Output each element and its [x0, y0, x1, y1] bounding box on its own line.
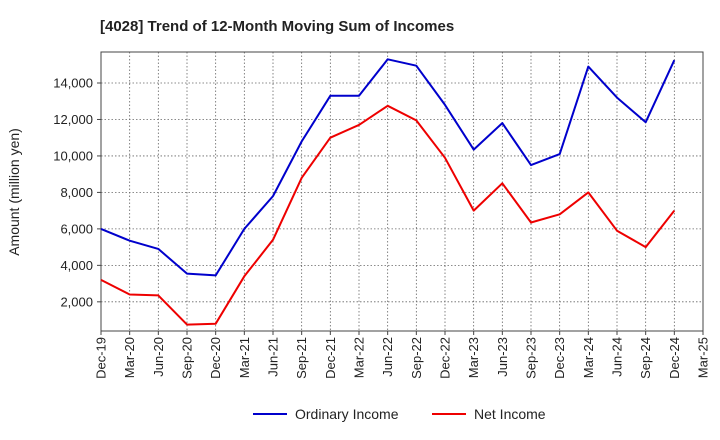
x-tick-label: Sep-20 [180, 337, 195, 379]
series-line-ordinary-income [100, 58, 676, 277]
x-tick-label: Mar-23 [466, 337, 481, 378]
x-tick-label: Sep-24 [638, 337, 653, 379]
x-tick-label: Mar-22 [352, 337, 367, 378]
x-tick-label: Jun-21 [266, 337, 281, 377]
y-tick-label: 14,000 [53, 76, 93, 91]
chart-title: [4028] Trend of 12-Month Moving Sum of I… [100, 18, 454, 35]
plot-frame [100, 51, 704, 332]
x-tick-label: Sep-22 [409, 337, 424, 379]
x-tick-label: Jun-20 [151, 337, 166, 377]
y-tick-labels: 2,000 4,000 6,000 8,000 10,000 12,000 14,000 [53, 76, 101, 309]
x-tick-label: Dec-22 [438, 337, 453, 379]
x-tick-labels: Dec-19 Mar-20 Jun-20 Sep-20 Dec-20 Mar-21 Jun-… [94, 331, 711, 379]
y-tick-label: 2,000 [60, 294, 93, 309]
x-tick-label: Mar-24 [581, 337, 596, 378]
legend: Ordinary Income Net Income [253, 406, 546, 422]
series-line-net-income [100, 104, 676, 326]
series [100, 58, 676, 326]
x-tick-label: Jun-24 [610, 337, 625, 377]
x-tick-label: Dec-21 [323, 337, 338, 379]
y-axis-label: Amount (million yen) [6, 128, 22, 256]
y-tick-label: 12,000 [53, 112, 93, 127]
legend-label-ordinary-income: Ordinary Income [295, 406, 399, 422]
x-tick-label: Sep-21 [294, 337, 309, 379]
x-tick-label: Mar-25 [696, 337, 711, 378]
y-tick-label: 8,000 [60, 185, 93, 200]
y-tick-label: 4,000 [60, 258, 93, 273]
x-tick-label: Dec-23 [552, 337, 567, 379]
x-tick-label: Dec-19 [94, 337, 109, 379]
y-tick-label: 10,000 [53, 148, 93, 163]
x-tick-label: Sep-23 [524, 337, 539, 379]
y-tick-label: 6,000 [60, 221, 93, 236]
axes [100, 51, 704, 332]
legend-label-net-income: Net Income [474, 406, 546, 422]
x-tick-label: Mar-21 [237, 337, 252, 378]
x-tick-label: Dec-20 [208, 337, 223, 379]
x-tick-label: Mar-20 [122, 337, 137, 378]
x-tick-label: Jun-23 [495, 337, 510, 377]
x-tick-label: Dec-24 [667, 337, 682, 379]
grid [100, 52, 704, 331]
x-tick-label: Jun-22 [380, 337, 395, 377]
